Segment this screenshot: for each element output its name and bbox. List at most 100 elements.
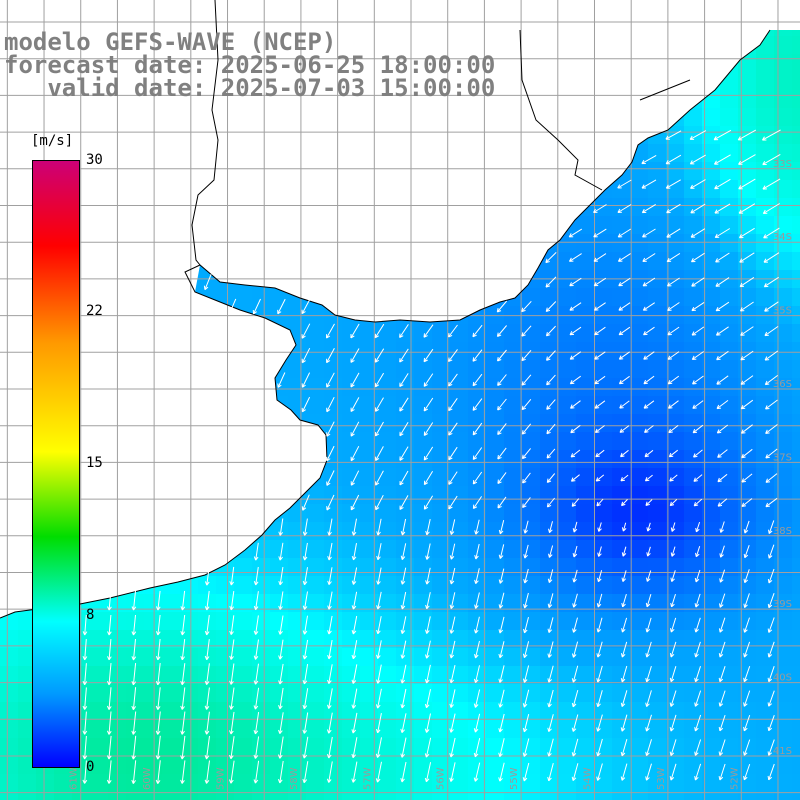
- wind-arrow: [743, 545, 750, 559]
- wind-arrow: [327, 688, 333, 709]
- wind-arrow: [593, 204, 607, 213]
- wind-arrow: [253, 615, 259, 635]
- wind-arrow: [204, 639, 210, 661]
- field-cell: [720, 288, 739, 307]
- field-cell: [18, 684, 37, 703]
- field-cell: [18, 630, 37, 649]
- field-cell: [792, 180, 800, 199]
- wind-arrow: [204, 663, 210, 685]
- field-cell: [756, 792, 775, 800]
- field-cell: [288, 756, 307, 775]
- field-cell: [432, 414, 451, 433]
- field-cell: [288, 774, 307, 793]
- wind-arrow: [497, 398, 507, 411]
- field-cell: [612, 378, 631, 397]
- field-cell: [360, 576, 379, 595]
- field-cell: [756, 630, 775, 649]
- wind-arrow: [547, 593, 554, 608]
- wind-arrow: [302, 518, 308, 536]
- field-cell: [18, 720, 37, 739]
- field-cell: [414, 450, 433, 469]
- field-cell: [468, 702, 487, 721]
- field-cell: [576, 540, 595, 559]
- wind-arrow: [645, 714, 652, 732]
- wind-arrow: [572, 545, 578, 558]
- field-cell: [684, 468, 703, 487]
- field-cell: [306, 720, 325, 739]
- field-cell: [504, 792, 523, 800]
- field-cell: [0, 720, 19, 739]
- field-cell: [756, 684, 775, 703]
- field-cell: [486, 612, 505, 631]
- field-cell: [558, 774, 577, 793]
- field-cell: [792, 594, 800, 613]
- field-cell: [90, 756, 109, 775]
- field-cell: [288, 594, 307, 613]
- field-cell: [0, 774, 19, 793]
- field-cell: [756, 486, 775, 505]
- wind-arrow: [694, 714, 702, 732]
- field-cell: [468, 774, 487, 793]
- field-cell: [252, 720, 271, 739]
- field-cell: [792, 54, 800, 73]
- wind-arrow: [498, 641, 505, 659]
- wind-arrow: [666, 252, 681, 263]
- field-cell: [522, 288, 541, 307]
- field-cell: [234, 288, 253, 307]
- wind-arrow: [301, 299, 311, 315]
- field-cell: [324, 684, 343, 703]
- field-cell: [180, 738, 199, 757]
- field-cell: [90, 720, 109, 739]
- field-cell: [648, 612, 667, 631]
- field-cell: [270, 792, 289, 800]
- field-cell: [630, 216, 649, 235]
- field-cell: [486, 522, 505, 541]
- wind-arrow: [666, 277, 680, 287]
- wind-arrow: [327, 567, 333, 586]
- wind-arrow: [253, 712, 260, 735]
- field-cell: [306, 378, 325, 397]
- field-cell: [396, 324, 415, 343]
- field-cell: [684, 522, 703, 541]
- field-cell: [792, 612, 800, 631]
- field-cell: [180, 792, 199, 800]
- field-cell: [648, 720, 667, 739]
- wind-arrow: [596, 593, 603, 608]
- field-cell: [594, 360, 613, 379]
- wind-arrow: [718, 666, 726, 683]
- wind-arrow: [719, 569, 726, 583]
- wind-arrow: [571, 738, 579, 757]
- field-cell: [306, 702, 325, 721]
- wind-arrow: [715, 252, 730, 263]
- field-cell: [756, 144, 775, 163]
- wind-arrow: [327, 591, 333, 610]
- wind-arrow: [694, 666, 701, 683]
- field-cell: [774, 540, 793, 559]
- wind-arrow: [350, 470, 360, 486]
- field-cell: [486, 756, 505, 775]
- wind-arrow: [351, 640, 358, 660]
- field-cell: [432, 720, 451, 739]
- field-cell: [378, 396, 397, 415]
- wind-arrow: [692, 375, 704, 385]
- wind-arrow: [326, 348, 335, 364]
- field-cell: [576, 414, 595, 433]
- field-cell: [450, 576, 469, 595]
- wind-arrow: [474, 640, 480, 659]
- field-cell: [144, 612, 163, 631]
- wind-arrow: [400, 616, 407, 635]
- field-cell: [234, 666, 253, 685]
- wind-arrow: [545, 301, 557, 312]
- wind-arrow: [107, 590, 112, 611]
- wind-arrow: [739, 252, 755, 263]
- field-cell: [540, 288, 559, 307]
- wind-arrow: [498, 738, 505, 758]
- field-cell: [612, 234, 631, 253]
- wind-arrow: [474, 519, 480, 535]
- field-cell: [720, 198, 739, 217]
- wind-arrow: [764, 301, 779, 312]
- field-cell: [756, 288, 775, 307]
- field-cell: [774, 378, 793, 397]
- wind-arrow: [667, 302, 680, 311]
- field-cell: [666, 324, 685, 343]
